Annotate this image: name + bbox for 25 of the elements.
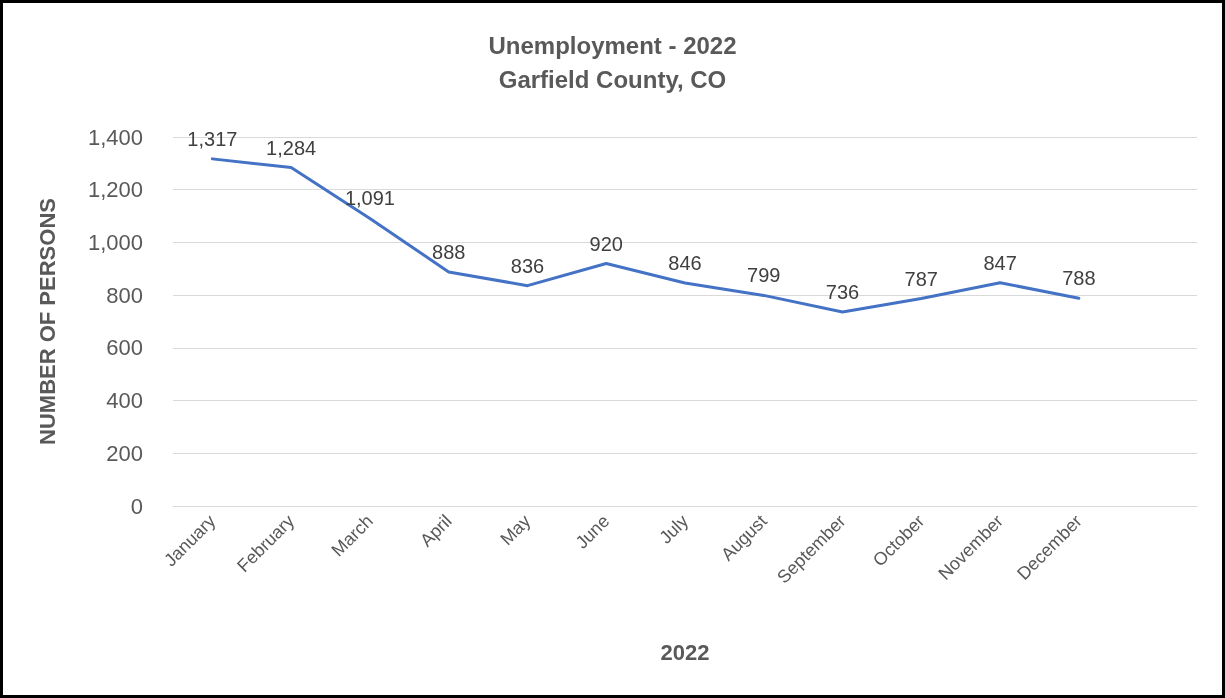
y-tick-label: 800	[106, 282, 143, 308]
data-label: 788	[1062, 267, 1096, 290]
x-tick-label: July	[655, 510, 693, 548]
data-label: 888	[432, 240, 466, 263]
data-label: 836	[510, 254, 545, 277]
chart-title: Unemployment - 2022 Garfield County, CO	[488, 31, 737, 93]
data-label: 1,284	[266, 136, 317, 159]
data-label: 787	[904, 267, 938, 290]
y-tick-label: 1,400	[87, 124, 143, 150]
y-axis-title: NUMBER OF PERSONS	[34, 198, 60, 445]
y-tick-label: 0	[130, 493, 143, 519]
y-tick-label: 1,000	[87, 229, 143, 255]
y-tick-label: 600	[106, 335, 143, 361]
x-tick-label: May	[496, 510, 535, 550]
y-tick-label: 1,200	[87, 177, 143, 203]
data-label: 920	[589, 232, 623, 255]
data-label: 736	[825, 281, 860, 304]
data-label: 1,317	[187, 127, 238, 150]
y-tick-label: 400	[106, 388, 143, 414]
x-axis-title: 2022	[660, 639, 710, 665]
y-tick-label: 200	[106, 440, 143, 466]
data-label: 846	[668, 252, 702, 275]
data-label: 1,091	[344, 187, 395, 210]
data-label: 847	[983, 251, 1017, 274]
data-label: 799	[747, 264, 781, 287]
